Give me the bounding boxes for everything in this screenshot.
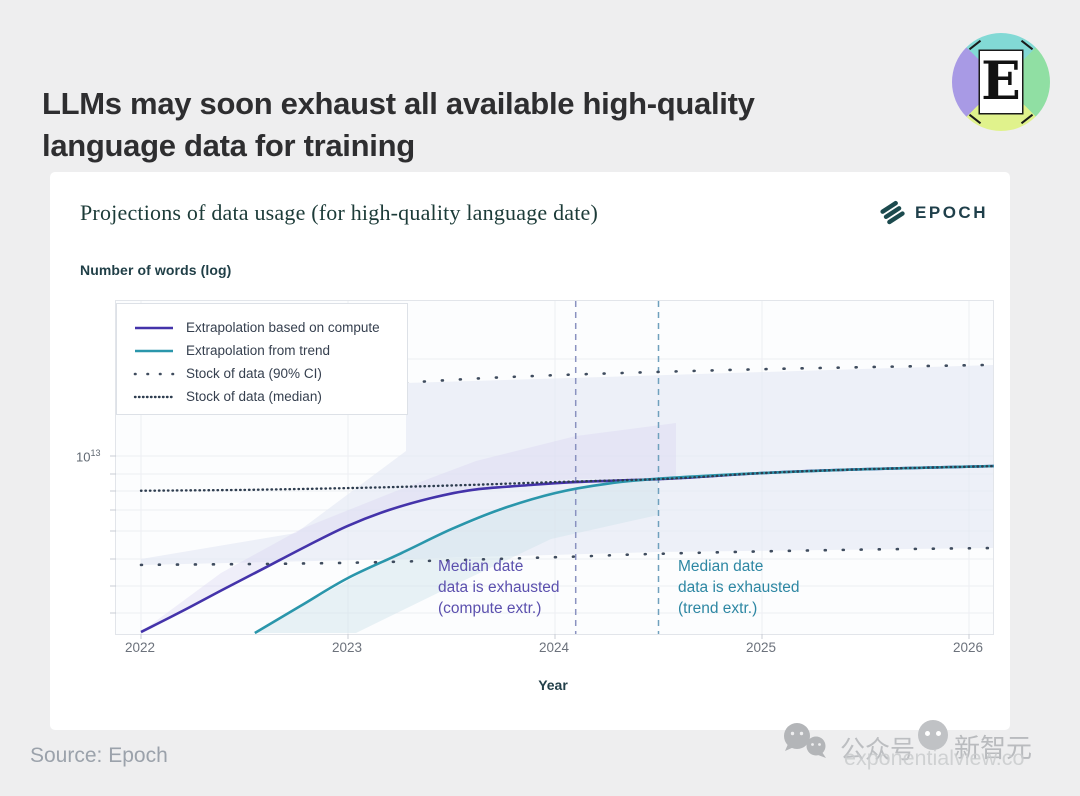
- source-credit: Source: Epoch: [30, 744, 168, 767]
- x-tick-2023: 2023: [331, 640, 363, 655]
- page-title: LLMs may soon exhaust all available high…: [42, 83, 872, 167]
- legend-line-solid-teal-icon: [135, 349, 173, 352]
- y-axis-title: Number of words (log): [80, 262, 232, 278]
- y-axis-ticks: [110, 455, 116, 614]
- chart-card: Projections of data usage (for high-qual…: [50, 172, 1010, 730]
- wechat-icon: [784, 723, 826, 758]
- page-title-line2: language data for training: [42, 127, 415, 163]
- event-lines: [574, 301, 660, 634]
- x-tick-2022: 2022: [124, 640, 156, 655]
- legend-line-dotted-sparse-icon: [133, 372, 177, 375]
- data-series: [139, 363, 996, 635]
- exponential-view-logo: E: [952, 33, 1050, 131]
- legend-line-solid-purple-icon: [135, 326, 173, 329]
- x-tick-2024: 2024: [538, 640, 570, 655]
- y-tick-label: 1013: [76, 448, 101, 465]
- legend-item-stock-ci: Stock of data (90% CI): [133, 362, 399, 385]
- legend-item-stock-median: Stock of data (median): [133, 385, 399, 408]
- watermark-url: exponentialview.co: [844, 746, 1025, 770]
- wechat-account-label: 公众号: [840, 736, 916, 764]
- epoch-logo-icon: [880, 200, 905, 225]
- exponential-view-e-icon: E: [968, 39, 1034, 125]
- x-axis-title: Year: [538, 677, 568, 693]
- legend-item-trend: Extrapolation from trend: [133, 339, 399, 362]
- chart-title: Projections of data usage (for high-qual…: [80, 200, 599, 225]
- legend-item-compute: Extrapolation based on compute: [133, 316, 399, 339]
- epoch-brand: EPOCH: [879, 199, 988, 226]
- page-title-line1: LLMs may soon exhaust all available high…: [42, 85, 755, 121]
- watermark: 公众号 新智元 exponentialview.co: [782, 720, 1072, 786]
- x-axis-ticks: [140, 634, 970, 639]
- x-tick-2026: 2026: [952, 640, 984, 655]
- annotation-trend-exhausted: Median date data is exhausted (trend ext…: [678, 558, 800, 617]
- legend-line-dotted-dense-icon: [133, 395, 177, 398]
- epoch-brand-name: EPOCH: [915, 202, 988, 222]
- brand-face-icon: [918, 720, 948, 750]
- annotation-compute-exhausted: Median date data is exhausted (compute e…: [438, 558, 560, 617]
- x-tick-2025: 2025: [745, 640, 777, 655]
- watermark-brand-name: 新智元: [954, 733, 1033, 763]
- legend: Extrapolation based on compute Extrapola…: [116, 303, 408, 415]
- confidence-bands: [141, 365, 993, 633]
